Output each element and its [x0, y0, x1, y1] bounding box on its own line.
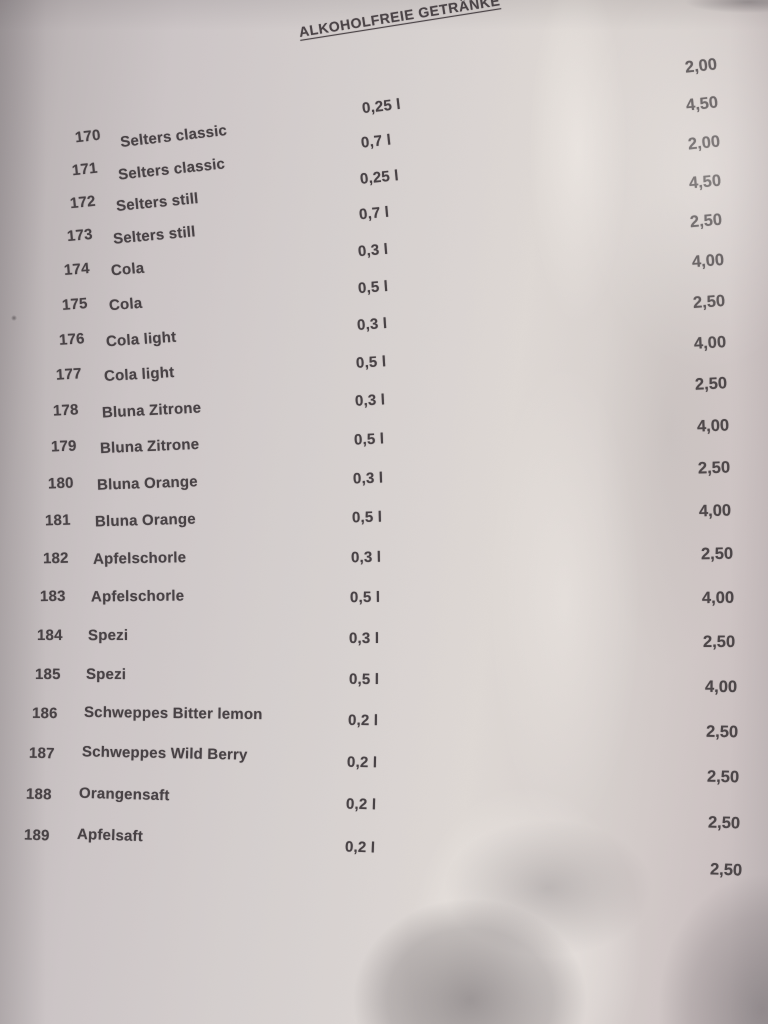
item-number: 174 [63, 260, 91, 280]
item-name: Cola light [103, 364, 175, 386]
item-price: 4,00 [699, 501, 732, 521]
item-number: 178 [52, 401, 80, 420]
item-size: 0,5 l [350, 589, 381, 607]
item-price: 2,50 [689, 211, 723, 232]
item-number: 179 [50, 437, 77, 456]
item-name: Bluna Zitrone [99, 436, 200, 458]
item-size: 0,5 l [351, 508, 383, 527]
item-price: 4,50 [685, 93, 720, 115]
item-price: 2,50 [708, 813, 741, 833]
item-price: 2,50 [694, 374, 728, 394]
item-size: 0,3 l [356, 315, 388, 335]
item-price: 2,00 [686, 132, 721, 154]
item-price: 2,50 [705, 722, 739, 741]
item-size: 0,7 l [360, 131, 393, 152]
item-number: 173 [66, 226, 94, 246]
item-size: 0,5 l [348, 670, 379, 689]
item-name: Orangensaft [79, 784, 171, 804]
item-name: Spezi [88, 626, 129, 644]
item-size: 0,2 l [347, 712, 378, 730]
item-name: Selters still [112, 223, 197, 248]
item-number: 187 [28, 745, 55, 763]
item-price: 2,50 [697, 458, 731, 478]
item-price: 4,00 [693, 332, 727, 353]
item-number: 175 [60, 294, 88, 314]
item-price: 4,50 [688, 171, 722, 193]
item-number: 176 [58, 329, 85, 349]
item-name: Cola [108, 294, 143, 315]
item-price: 2,50 [703, 633, 736, 652]
item-size: 0,2 l [344, 838, 376, 857]
item-size: 0,5 l [355, 353, 387, 373]
item-number: 171 [71, 159, 99, 179]
item-number: 181 [45, 511, 72, 530]
item-price: 2,00 [684, 55, 718, 77]
item-size: 0,25 l [361, 95, 402, 118]
item-price: 4,00 [696, 416, 730, 436]
item-price: 2,50 [709, 860, 743, 880]
item-size: 0,3 l [357, 240, 390, 261]
item-name: Selters still [114, 189, 199, 215]
item-size: 0,5 l [353, 430, 385, 449]
item-price: 4,00 [704, 677, 737, 696]
item-size: 0,3 l [349, 629, 380, 648]
item-price: 2,50 [706, 767, 740, 787]
item-size: 0,7 l [358, 204, 391, 224]
item-name: Schweppes Wild Berry [81, 743, 248, 764]
item-name: Apfelschorle [90, 587, 184, 606]
page-title: ALKOHOLFREIE GETRÄNKE [297, 0, 502, 40]
item-name: Cola [110, 259, 145, 280]
item-number: 186 [31, 705, 58, 723]
item-number: 170 [74, 126, 102, 147]
item-name: Bluna Orange [97, 473, 199, 494]
item-price: 4,00 [701, 588, 735, 608]
item-number: 172 [68, 192, 97, 212]
item-number: 180 [47, 474, 74, 493]
item-name: Bluna Zitrone [101, 399, 202, 422]
item-name: Apfelsaft [76, 825, 144, 845]
item-number: 188 [26, 785, 53, 804]
item-name: Schweppes Bitter lemon [83, 704, 263, 724]
item-name: Apfelschorle [92, 548, 187, 568]
item-name: Selters classic [117, 154, 226, 184]
item-size: 0,3 l [354, 391, 386, 411]
item-name: Cola light [105, 328, 178, 350]
item-size: 0,2 l [345, 795, 377, 814]
item-price: 4,00 [690, 251, 725, 272]
item-size: 0,2 l [346, 753, 378, 772]
item-size: 0,3 l [352, 469, 384, 488]
item-price: 2,50 [700, 544, 733, 564]
item-price: 2,50 [692, 291, 726, 312]
item-number: 184 [37, 626, 63, 644]
item-name: Bluna Orange [94, 510, 197, 531]
item-number: 185 [34, 665, 61, 683]
item-name: Spezi [86, 665, 127, 683]
item-number: 177 [55, 365, 83, 384]
item-number: 189 [23, 826, 50, 845]
item-number: 182 [42, 549, 69, 568]
item-size: 0,5 l [356, 277, 389, 298]
item-size: 0,3 l [351, 548, 382, 567]
item-size: 0,25 l [359, 167, 400, 189]
item-number: 183 [39, 587, 66, 606]
item-name: Selters classic [119, 121, 228, 152]
